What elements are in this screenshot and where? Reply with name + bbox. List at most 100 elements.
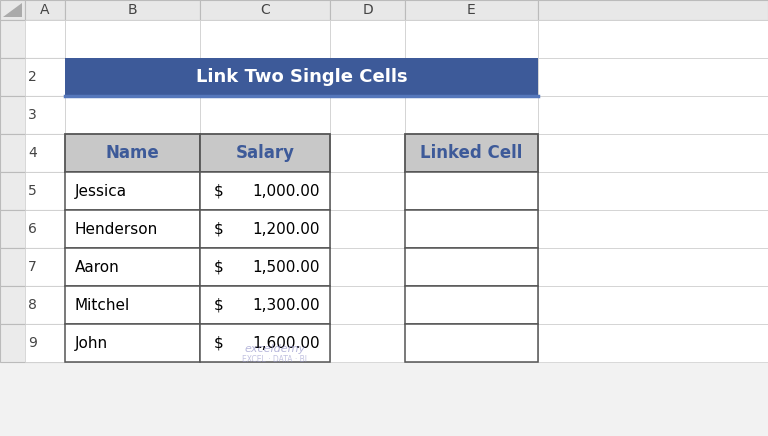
Bar: [538, 58, 768, 96]
Text: 1,200.00: 1,200.00: [253, 221, 320, 236]
Bar: [405, 172, 538, 210]
Text: Name: Name: [106, 144, 160, 162]
Bar: [538, 286, 768, 324]
Bar: [200, 96, 330, 134]
Text: $: $: [214, 221, 223, 236]
Bar: [65, 210, 200, 248]
Bar: [200, 134, 330, 172]
Bar: [200, 0, 330, 20]
Bar: [538, 324, 768, 362]
Bar: [405, 324, 538, 362]
Bar: [0, 324, 65, 362]
Bar: [405, 286, 538, 324]
Bar: [405, 248, 538, 286]
Bar: [25, 286, 65, 324]
Text: $: $: [214, 297, 223, 313]
Text: A: A: [40, 3, 50, 17]
Bar: [0, 286, 65, 324]
Bar: [0, 134, 65, 172]
Bar: [200, 20, 330, 58]
Bar: [200, 210, 330, 248]
Bar: [405, 96, 538, 134]
Bar: [65, 172, 200, 210]
Bar: [405, 0, 538, 20]
Text: 1,300.00: 1,300.00: [253, 297, 320, 313]
Bar: [538, 134, 768, 172]
Bar: [200, 286, 330, 324]
Bar: [25, 96, 65, 134]
Text: 6: 6: [28, 222, 37, 236]
Bar: [330, 58, 405, 96]
Text: B: B: [127, 3, 137, 17]
Bar: [0, 172, 65, 210]
Text: Jessica: Jessica: [75, 184, 127, 198]
Bar: [330, 172, 405, 210]
Text: Salary: Salary: [236, 144, 294, 162]
Bar: [65, 286, 200, 324]
Bar: [65, 58, 200, 96]
Bar: [65, 20, 200, 58]
Bar: [25, 172, 65, 210]
Bar: [65, 248, 200, 286]
Bar: [0, 58, 65, 96]
Bar: [25, 324, 65, 362]
Text: exceldemy: exceldemy: [244, 344, 306, 354]
Bar: [405, 210, 538, 248]
Bar: [405, 248, 538, 286]
Bar: [65, 286, 200, 324]
Bar: [405, 172, 538, 210]
Bar: [200, 324, 330, 362]
Bar: [538, 0, 768, 20]
Text: 7: 7: [28, 260, 37, 274]
Polygon shape: [3, 3, 22, 17]
Bar: [200, 324, 330, 362]
Bar: [405, 134, 538, 172]
Bar: [65, 172, 200, 210]
Text: Henderson: Henderson: [75, 221, 158, 236]
Bar: [200, 134, 330, 172]
Bar: [330, 0, 405, 20]
Text: $: $: [214, 184, 223, 198]
Text: D: D: [362, 3, 373, 17]
Bar: [65, 324, 200, 362]
Text: 8: 8: [28, 298, 37, 312]
Bar: [405, 324, 538, 362]
Text: EXCEL · DATA · BI: EXCEL · DATA · BI: [243, 355, 307, 364]
Bar: [330, 210, 405, 248]
Bar: [25, 134, 65, 172]
Bar: [405, 20, 538, 58]
Bar: [0, 210, 65, 248]
Text: John: John: [75, 335, 108, 351]
Text: 1,000.00: 1,000.00: [253, 184, 320, 198]
Bar: [405, 286, 538, 324]
Bar: [0, 0, 25, 20]
Bar: [330, 20, 405, 58]
Bar: [330, 324, 405, 362]
Text: 2: 2: [28, 70, 37, 84]
Bar: [25, 248, 65, 286]
Bar: [538, 172, 768, 210]
Bar: [538, 96, 768, 134]
Text: 9: 9: [28, 336, 37, 350]
Text: C: C: [260, 3, 270, 17]
Bar: [538, 20, 768, 58]
Text: E: E: [467, 3, 476, 17]
Bar: [65, 324, 200, 362]
Bar: [200, 248, 330, 286]
Text: $: $: [214, 335, 223, 351]
Text: 1,600.00: 1,600.00: [253, 335, 320, 351]
Bar: [65, 134, 200, 172]
Text: 1,500.00: 1,500.00: [253, 259, 320, 275]
Bar: [200, 58, 330, 96]
Text: Linked Cell: Linked Cell: [420, 144, 523, 162]
Bar: [0, 96, 65, 134]
Text: Mitchel: Mitchel: [75, 297, 131, 313]
Bar: [405, 134, 538, 172]
Bar: [25, 58, 65, 96]
Bar: [200, 248, 330, 286]
Bar: [330, 96, 405, 134]
Bar: [200, 172, 330, 210]
Bar: [65, 248, 200, 286]
Bar: [65, 96, 200, 134]
Bar: [330, 286, 405, 324]
